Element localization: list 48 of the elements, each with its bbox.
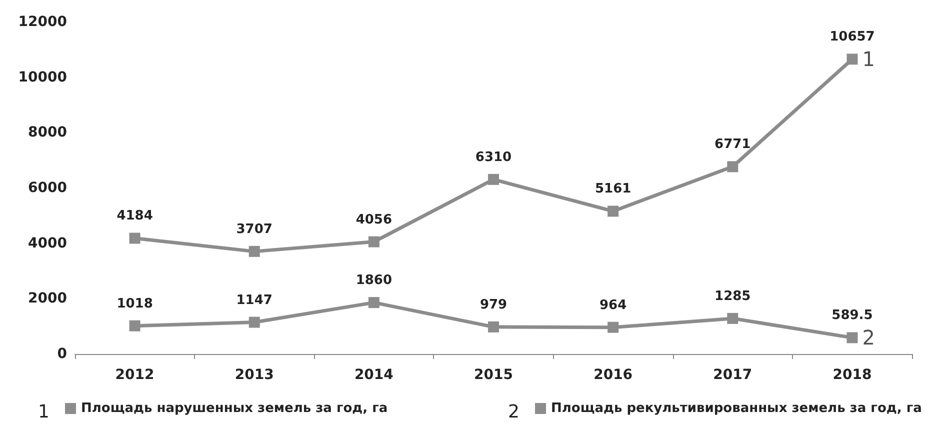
data-label: 1285 xyxy=(714,288,751,304)
point xyxy=(248,246,260,257)
data-label: 5161 xyxy=(594,182,632,197)
point xyxy=(129,232,140,244)
data-label: 4056 xyxy=(356,212,392,228)
text: 2 xyxy=(508,402,520,422)
data-label: 3707 xyxy=(236,222,272,237)
y-tick-label: 8000 xyxy=(28,124,68,141)
data-label: 589.5 xyxy=(832,308,873,324)
data-label: 1018 xyxy=(116,296,153,312)
point xyxy=(727,161,738,172)
point xyxy=(248,316,260,328)
data-label: 1860 xyxy=(356,273,392,288)
x-tick-label: 2017 xyxy=(713,367,752,383)
y-tick-label: 0 xyxy=(57,346,68,362)
point xyxy=(727,312,738,324)
y-tick-label: 6000 xyxy=(28,180,68,196)
y-tick-label: 10000 xyxy=(18,69,68,86)
point xyxy=(368,297,380,308)
data-label: 979 xyxy=(480,297,508,312)
point xyxy=(608,206,619,217)
point xyxy=(368,236,380,248)
data-label: 4184 xyxy=(116,208,153,224)
point xyxy=(488,174,499,185)
annotation: 1 xyxy=(862,47,875,72)
y-tick-label: 2000 xyxy=(28,290,68,307)
x-tick-label: 2014 xyxy=(354,367,394,383)
x-tick-label: 2015 xyxy=(474,367,513,383)
legend-label: Площадь нарушенных земель за год, га xyxy=(81,401,388,416)
legend-label: Площадь рекультивированных земель за год, га xyxy=(551,401,922,416)
data-label: 6771 xyxy=(714,137,751,152)
text: 1 xyxy=(38,402,50,422)
data-label: 1147 xyxy=(236,292,272,308)
point xyxy=(129,320,140,332)
x-tick-label: 2013 xyxy=(234,367,274,383)
y-tick-label: 4000 xyxy=(28,235,68,252)
x-tick-label: 2012 xyxy=(115,367,154,383)
point xyxy=(846,54,858,65)
data-label: 964 xyxy=(600,298,627,313)
point xyxy=(846,332,858,344)
data-label: 10657 xyxy=(830,30,875,45)
x-tick-label: 2016 xyxy=(594,367,633,383)
point xyxy=(608,322,619,333)
data-label: 6310 xyxy=(475,150,512,165)
y-tick-label: 12000 xyxy=(18,14,68,30)
x-tick-label: 2018 xyxy=(832,367,872,383)
annotation: 2 xyxy=(862,326,875,350)
point xyxy=(488,321,499,332)
